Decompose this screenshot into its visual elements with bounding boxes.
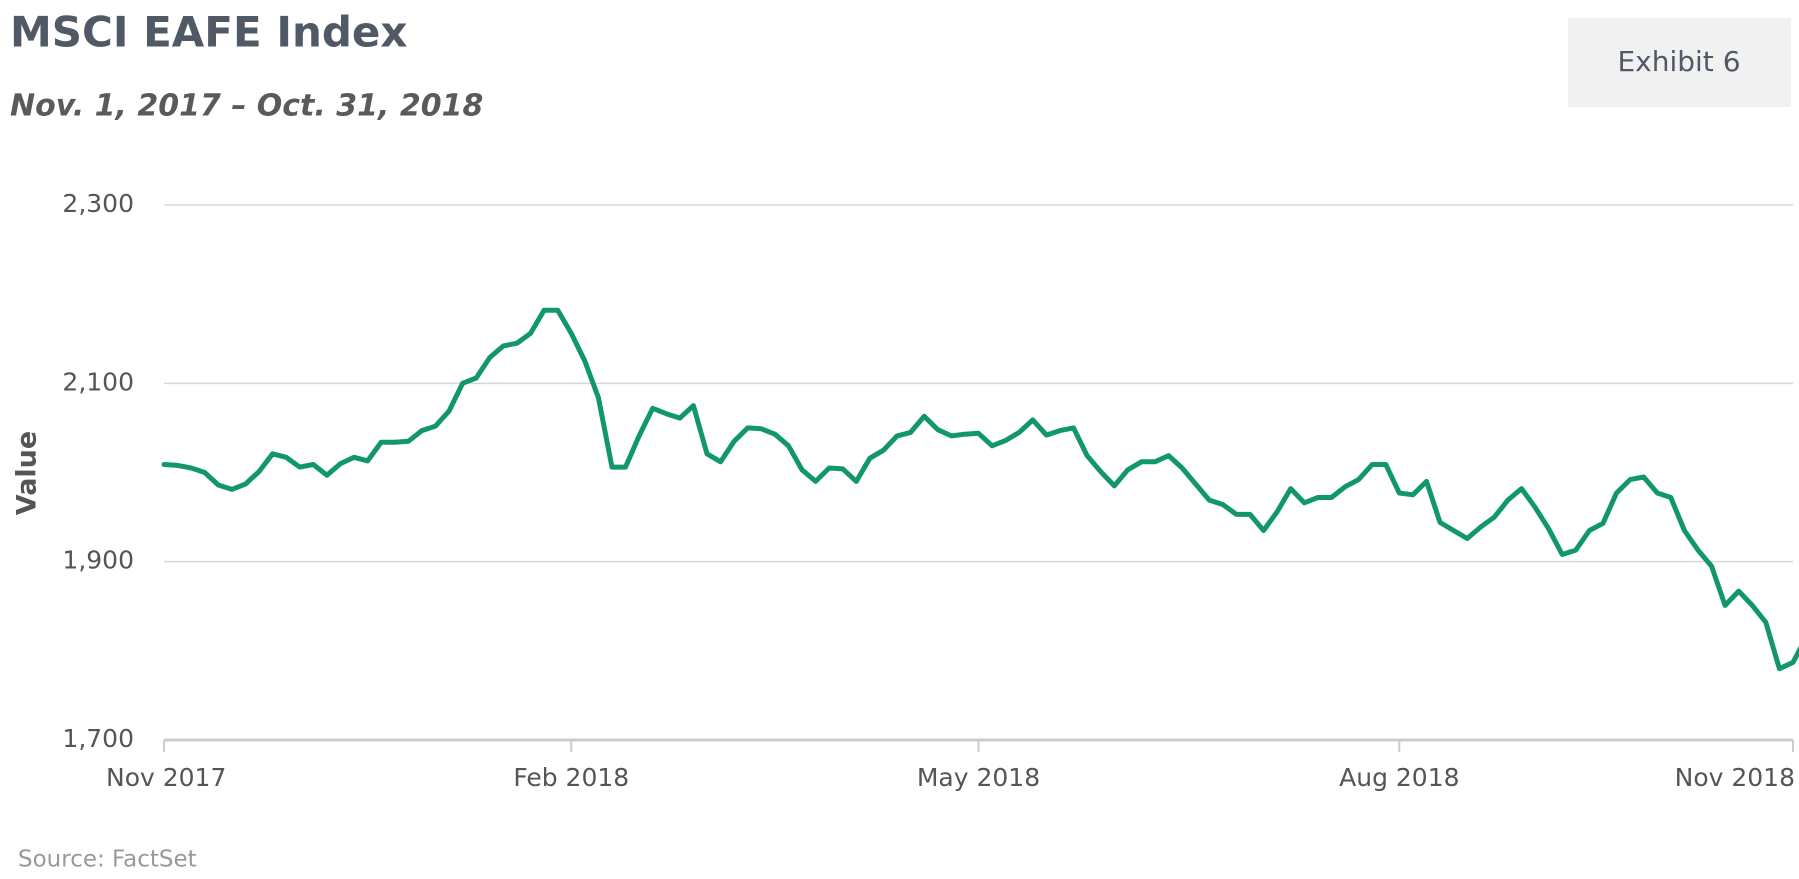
x-tick-label: Nov 2018 xyxy=(1675,763,1795,792)
y-tick-label: 1,700 xyxy=(62,724,134,753)
x-tick-label: Feb 2018 xyxy=(513,763,629,792)
exhibit-box xyxy=(1568,18,1791,107)
y-axis-label: Value xyxy=(12,431,43,515)
data-line xyxy=(161,307,1799,672)
x-tick-label: May 2018 xyxy=(917,763,1040,792)
y-tick-label: 2,100 xyxy=(62,367,134,396)
y-tick-label: 1,900 xyxy=(62,546,134,575)
chart-subtitle: Nov. 1, 2017 – Oct. 31, 2018 xyxy=(10,89,483,124)
y-tick-label: 2,300 xyxy=(62,189,134,218)
x-tick-label: Aug 2018 xyxy=(1339,763,1459,792)
x-tick-label: Nov 2017 xyxy=(106,763,226,792)
exhibit-label: Exhibit 6 xyxy=(1617,45,1740,78)
chart-title: MSCI EAFE Index xyxy=(10,8,407,57)
source-note: Source: FactSet xyxy=(18,847,197,873)
